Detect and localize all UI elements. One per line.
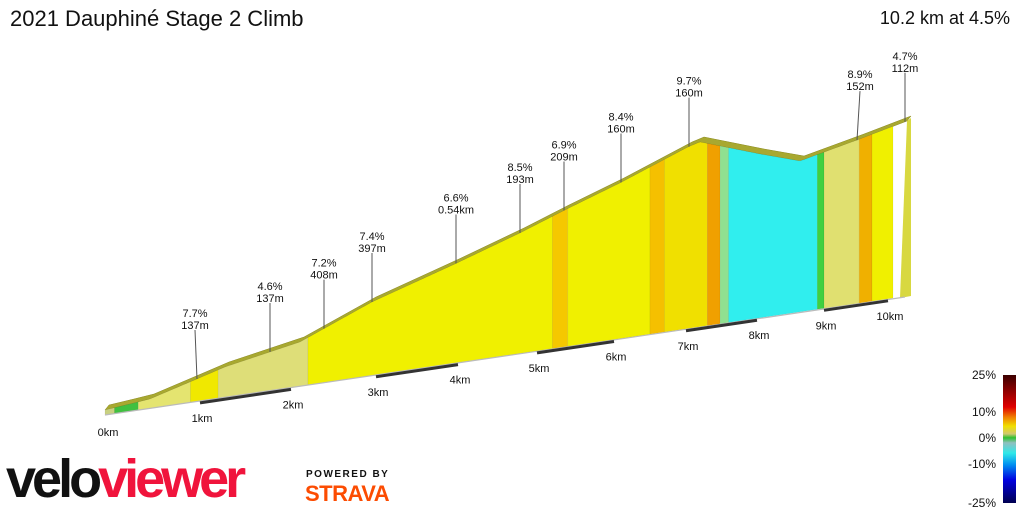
gradient-segment [823, 138, 860, 309]
annotation-length: 137m [181, 320, 209, 332]
annotation-length: 193m [506, 174, 534, 186]
legend-label: 10% [971, 405, 996, 419]
km-bar [536, 339, 615, 355]
km-bar [375, 363, 459, 379]
gradient-segment [217, 337, 309, 399]
km-label: 1km [192, 413, 213, 425]
km-bar [199, 387, 292, 405]
annotation-line [194, 329, 198, 380]
annotation-length: 160m [607, 123, 635, 135]
annotation-grade: 4.7% [892, 51, 917, 63]
gradient-segment [307, 215, 553, 386]
km-label: 7km [678, 341, 699, 353]
gradient-segment [552, 208, 569, 349]
annotation-length: 112m [892, 63, 919, 75]
annotation-grade: 9.7% [676, 76, 701, 88]
annotation-length: 408m [310, 270, 338, 282]
gradient-segment [706, 143, 721, 326]
annotation-line [856, 91, 861, 141]
legend-label: 0% [978, 431, 996, 445]
annotation-length: 0.54km [438, 205, 474, 217]
legend-label: -25% [967, 496, 996, 510]
km-label: 9km [816, 320, 837, 332]
annotation-grade: 8.9% [847, 69, 872, 81]
km-label: 2km [283, 399, 304, 411]
km-label: 10km [877, 311, 904, 323]
strava-logo: STRAVA [305, 481, 390, 506]
km-bar [823, 299, 889, 312]
gradient-segment [858, 133, 873, 304]
annotation-grade: 6.6% [443, 193, 468, 205]
gradient-segment [719, 145, 729, 325]
legend-label: 25% [971, 368, 996, 382]
gradient-segment [871, 125, 894, 302]
gradient-segment [649, 158, 665, 335]
page-title: 2021 Dauphiné Stage 2 Climb [10, 6, 304, 31]
annotation-length: 160m [675, 88, 703, 100]
gradient-segment [567, 166, 651, 347]
annotation-grade: 7.2% [311, 258, 336, 270]
veloviewer-logo: veloviewer [6, 449, 246, 509]
gradient-legend-bar [1003, 375, 1016, 503]
annotation-grade: 7.7% [182, 308, 207, 320]
km-label: 4km [450, 375, 471, 387]
powered-by-text: POWERED BY [306, 469, 390, 480]
annotation-length: 137m [256, 293, 284, 305]
annotation-grade: 6.9% [551, 140, 576, 152]
climb-summary: 10.2 km at 4.5% [879, 8, 1010, 28]
baseline [104, 296, 906, 416]
km-label: 8km [749, 330, 770, 342]
km-label: 0km [98, 427, 119, 439]
gradient-segment [137, 381, 191, 411]
km-label: 3km [368, 387, 389, 399]
gradient-segment [664, 141, 708, 333]
annotation-grade: 8.4% [608, 111, 633, 123]
annotation-length: 152m [846, 81, 874, 93]
km-label: 5km [529, 363, 550, 375]
gradient-segment [816, 151, 825, 310]
annotation-length: 397m [358, 243, 386, 255]
gradient-segment [728, 147, 818, 323]
profile-end-face [900, 118, 911, 298]
annotation-grade: 7.4% [359, 231, 384, 243]
annotation-length: 209m [550, 152, 578, 164]
annotation-grade: 4.6% [257, 281, 282, 293]
legend-label: -10% [967, 457, 996, 471]
km-label: 6km [606, 351, 627, 363]
annotation-grade: 8.5% [507, 162, 532, 174]
km-bar [685, 318, 758, 333]
